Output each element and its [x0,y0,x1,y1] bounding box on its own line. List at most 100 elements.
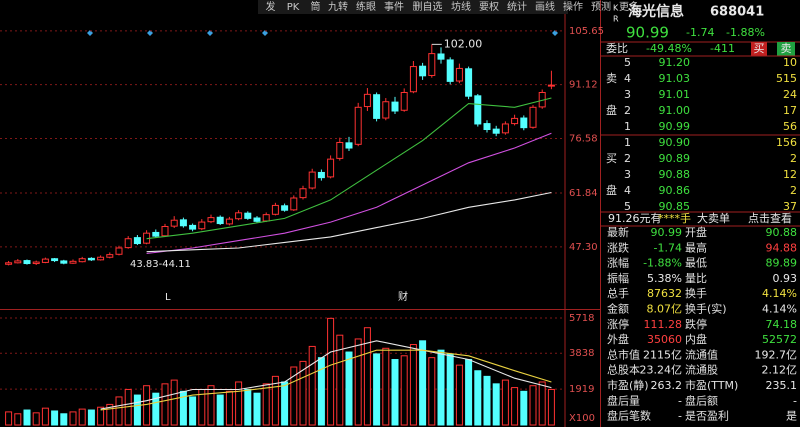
book-level: 5 [624,56,631,69]
toolbar-button[interactable]: 发 [266,0,276,13]
volume-bar [520,390,528,426]
volume-bar [419,340,427,426]
candle-body [262,214,270,222]
stat-value: 90.99 [651,226,683,239]
book-price: 91.01 [659,88,691,101]
y-tick-label: 61.84 [569,188,598,199]
buy-button[interactable]: 买 [754,42,765,55]
toolbar-button[interactable]: 要权 [479,0,499,13]
candle-body [225,218,233,225]
stat-value: 89.89 [766,257,798,270]
candle-body [152,231,160,237]
toolbar-button[interactable]: 删自选 [413,0,443,13]
book-side: 卖 [606,72,617,85]
toolbar-button[interactable]: 坊线 [451,0,471,13]
toolbar-bg [258,0,568,14]
volume-average [100,349,552,411]
toolbar-button[interactable]: 练眼 [356,0,376,13]
book-level: 4 [624,184,631,197]
change: -1.74 [686,26,714,39]
volume-bar [207,385,215,426]
stat-label: 量比 [685,272,707,285]
volume-bar [345,351,353,426]
book-volume: 10 [783,56,797,69]
range-label: 43.83-44.11 [130,259,191,270]
weibi-diff: -411 [710,42,735,55]
volume-bar [308,345,316,426]
y2-tick-label: 5718 [569,313,594,324]
candle-body [409,66,417,93]
candle-body [41,258,49,263]
volume-bar [281,381,289,426]
stock-code: 688041 [710,5,764,20]
candle-body [465,68,473,97]
candle-body [474,95,482,125]
book-price: 91.00 [659,104,691,117]
candle-body [529,106,537,128]
volume-bar [23,409,31,426]
book-volume: 2 [790,184,797,197]
candle-body [382,101,390,119]
stat-label: 涨跌 [607,240,629,254]
stat-label: 换手(实) [685,302,727,316]
book-volume: 156 [776,136,797,149]
volume-bar [529,385,537,426]
volume-bar [271,375,279,426]
toolbar-button[interactable]: 更多 [619,0,639,13]
volume-bar [483,375,491,426]
candle-body [511,117,519,125]
candle-body [501,123,509,134]
candle-body [69,260,77,264]
book-side: 买 [606,152,617,165]
volume-bar [32,412,40,426]
volume-bar [299,360,307,426]
volume-bar [235,381,243,426]
candle-body [290,197,298,211]
volume-bar [474,370,482,426]
stat-label: 市盈(TTM) [685,378,738,392]
toolbar-button[interactable]: 统计 [507,0,527,13]
y-tick-label: 76.58 [569,133,598,144]
candle-body [207,217,215,223]
big-order-text: 91.26元有 [608,211,662,225]
book-level: 2 [624,152,631,165]
candle-body [78,258,86,263]
signal-marker [262,30,268,36]
stat-label: 流通值 [685,347,718,361]
volume-unit: X100 [569,413,595,424]
stat-value: 235.1 [766,379,798,392]
toolbar-button[interactable]: 筒 [311,0,321,13]
volume-bar [373,353,381,426]
volume-bar [446,353,454,426]
stat-value: 4.14% [762,303,797,316]
tab[interactable]: K [613,4,619,13]
view-link[interactable]: 点击查看 [748,211,792,225]
toolbar-button[interactable]: 事件 [384,0,404,13]
volume-bar [216,394,224,426]
stat-value: 2.12亿 [762,364,798,377]
toolbar-button[interactable]: 画线 [535,0,555,13]
toolbar-button[interactable]: 预测 [591,0,611,13]
stat-label: 盘后笔数 [607,409,651,423]
stat-value: 192.7亿 [755,348,798,361]
tab[interactable]: R [613,15,619,24]
candle-body [115,247,123,255]
sell-button[interactable]: 卖 [781,42,792,55]
stat-label: 是否盈利 [685,410,729,423]
stat-label: 总手 [607,286,629,300]
stat-value: 0.93 [773,272,798,285]
stat-value: 4.14% [762,287,797,300]
toolbar-button[interactable]: PK [287,2,300,13]
candle-body [455,67,463,82]
candle-body [124,238,132,249]
volume-bar [253,392,261,426]
candle-body [336,141,344,159]
event-marker: L [165,292,171,303]
volume-bar [409,344,417,426]
toolbar-button[interactable]: 九转 [328,0,348,13]
toolbar-button[interactable]: 操作 [563,0,583,13]
big-order-text: ****手 [658,211,691,225]
candle-body [391,101,399,112]
